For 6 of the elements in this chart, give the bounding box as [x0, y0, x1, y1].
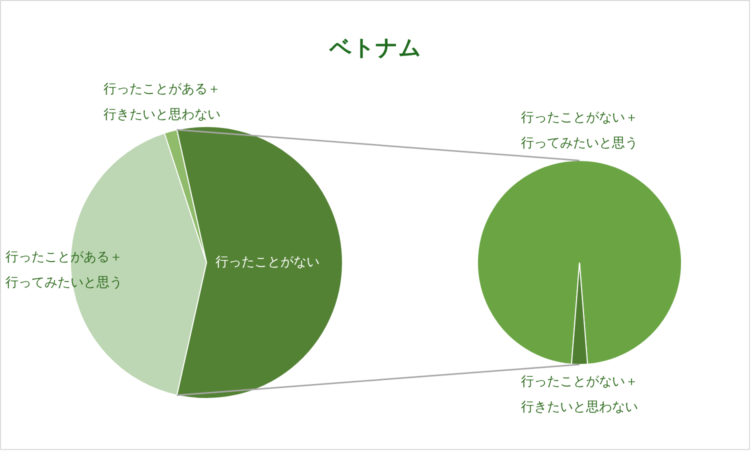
slice-label: 行ったことがない＋行ってみたいと思う [521, 110, 638, 151]
slice-label: 行ったことがない＋行きたいと思わない [521, 374, 638, 415]
chart-title: ベトナム [328, 36, 422, 61]
slice-label: 行ったことがある＋行きたいと思わない [104, 82, 221, 123]
slice-label: 行ったことがある＋行ってみたいと思う [6, 250, 122, 291]
slice-label: 行ったことがない [216, 255, 320, 270]
